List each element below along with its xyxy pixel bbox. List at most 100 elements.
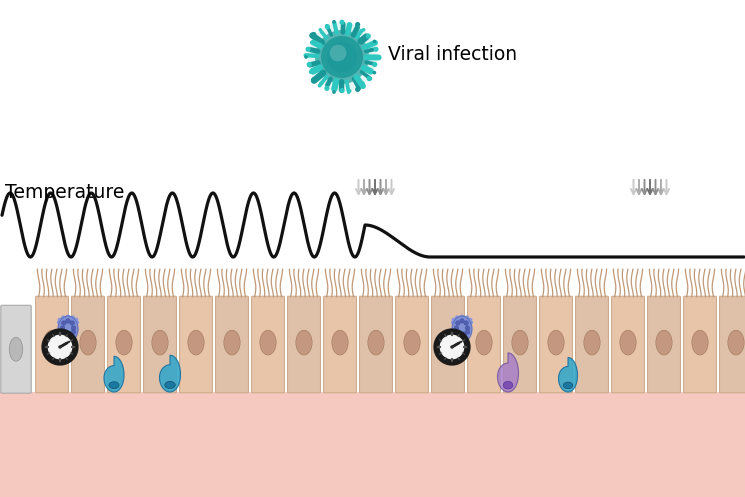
Circle shape xyxy=(72,318,75,321)
Circle shape xyxy=(61,318,64,321)
Circle shape xyxy=(460,319,464,323)
Circle shape xyxy=(362,28,366,32)
Ellipse shape xyxy=(656,330,672,355)
Circle shape xyxy=(72,326,76,330)
Circle shape xyxy=(71,324,73,327)
Circle shape xyxy=(454,320,456,323)
FancyBboxPatch shape xyxy=(107,296,141,393)
Circle shape xyxy=(65,335,69,339)
Circle shape xyxy=(454,326,459,330)
Circle shape xyxy=(305,47,311,52)
Circle shape xyxy=(320,82,323,85)
Ellipse shape xyxy=(296,330,312,355)
FancyBboxPatch shape xyxy=(215,296,248,393)
Circle shape xyxy=(456,331,460,335)
Circle shape xyxy=(69,317,72,319)
Circle shape xyxy=(75,318,77,321)
Ellipse shape xyxy=(512,330,528,355)
Ellipse shape xyxy=(188,330,204,355)
Polygon shape xyxy=(159,355,180,392)
Circle shape xyxy=(466,318,469,321)
Circle shape xyxy=(62,316,64,319)
FancyBboxPatch shape xyxy=(612,296,644,393)
Circle shape xyxy=(451,321,454,324)
Polygon shape xyxy=(559,357,577,392)
Circle shape xyxy=(348,22,352,26)
Circle shape xyxy=(70,321,74,325)
Circle shape xyxy=(468,324,470,327)
Circle shape xyxy=(319,28,322,32)
FancyBboxPatch shape xyxy=(647,296,680,393)
Circle shape xyxy=(466,316,469,319)
Ellipse shape xyxy=(548,330,564,355)
Circle shape xyxy=(466,326,469,330)
Bar xyxy=(0,392,745,497)
Circle shape xyxy=(374,55,378,59)
Circle shape xyxy=(62,321,66,325)
Circle shape xyxy=(462,332,466,336)
Ellipse shape xyxy=(584,330,600,355)
Circle shape xyxy=(325,24,330,29)
FancyBboxPatch shape xyxy=(468,296,501,393)
Circle shape xyxy=(459,317,461,319)
FancyBboxPatch shape xyxy=(323,296,356,393)
Circle shape xyxy=(469,318,472,321)
Ellipse shape xyxy=(80,330,96,355)
Circle shape xyxy=(66,319,70,323)
Circle shape xyxy=(456,316,458,319)
Circle shape xyxy=(464,321,469,325)
Circle shape xyxy=(355,22,361,27)
Ellipse shape xyxy=(44,330,60,355)
Ellipse shape xyxy=(563,382,573,389)
Ellipse shape xyxy=(332,330,348,355)
Circle shape xyxy=(58,318,61,321)
Circle shape xyxy=(355,87,361,92)
Circle shape xyxy=(72,316,74,319)
Circle shape xyxy=(340,19,345,25)
Circle shape xyxy=(463,326,466,328)
Circle shape xyxy=(332,20,336,24)
FancyBboxPatch shape xyxy=(720,296,745,393)
FancyBboxPatch shape xyxy=(539,296,572,393)
Circle shape xyxy=(324,86,329,91)
Circle shape xyxy=(63,324,66,327)
Polygon shape xyxy=(498,353,519,392)
Ellipse shape xyxy=(109,382,119,389)
Circle shape xyxy=(372,71,376,75)
Circle shape xyxy=(457,324,460,327)
Ellipse shape xyxy=(404,330,420,355)
Circle shape xyxy=(309,70,312,74)
Circle shape xyxy=(304,55,308,59)
Circle shape xyxy=(332,90,336,94)
Circle shape xyxy=(454,322,457,325)
Circle shape xyxy=(463,317,466,319)
FancyBboxPatch shape xyxy=(1,305,31,393)
FancyBboxPatch shape xyxy=(360,296,393,393)
Ellipse shape xyxy=(504,382,513,389)
Circle shape xyxy=(64,326,67,328)
Circle shape xyxy=(45,331,75,362)
Circle shape xyxy=(367,76,372,82)
Text: Temperature: Temperature xyxy=(5,182,124,201)
Circle shape xyxy=(466,330,469,334)
Circle shape xyxy=(65,317,67,319)
Circle shape xyxy=(60,320,62,323)
Bar xyxy=(0,0,745,392)
Ellipse shape xyxy=(165,381,175,389)
Ellipse shape xyxy=(452,316,472,342)
Circle shape xyxy=(456,321,460,325)
FancyBboxPatch shape xyxy=(396,296,428,393)
FancyBboxPatch shape xyxy=(252,296,285,393)
Circle shape xyxy=(366,33,371,39)
Circle shape xyxy=(460,325,463,327)
Circle shape xyxy=(329,45,346,62)
Circle shape xyxy=(451,346,453,348)
Text: Viral infection: Viral infection xyxy=(388,46,517,65)
Circle shape xyxy=(307,62,312,67)
Circle shape xyxy=(348,89,352,93)
Circle shape xyxy=(315,30,369,84)
Ellipse shape xyxy=(476,330,492,355)
Circle shape xyxy=(452,318,455,321)
Ellipse shape xyxy=(368,330,384,355)
Polygon shape xyxy=(104,356,124,392)
